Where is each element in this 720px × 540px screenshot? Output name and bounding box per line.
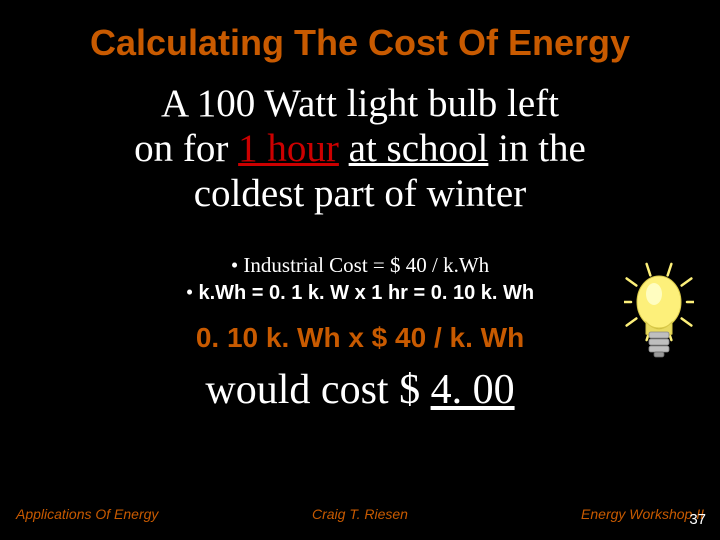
footer-left: Applications Of Energy <box>16 506 245 522</box>
result-underline: 4. 00 <box>431 367 515 413</box>
footer: Applications Of Energy Craig T. Riesen E… <box>16 506 704 522</box>
scenario-red-underline: 1 hour <box>238 127 339 170</box>
footer-center: Craig T. Riesen <box>245 506 474 522</box>
bullet-list: • Industrial Cost = $ 40 / k.Wh • k.Wh =… <box>0 252 720 307</box>
calculation-line: 0. 10 k. Wh x $ 40 / k. Wh <box>0 322 720 354</box>
scenario-line3: coldest part of winter <box>194 172 526 215</box>
result-line: would cost $ 4. 00 <box>0 366 720 414</box>
scenario-line2-post: in the <box>488 127 585 170</box>
scenario-line2-pre: on for <box>134 127 238 170</box>
result-pre: would cost $ <box>205 367 430 413</box>
page-number: 37 <box>689 511 706 528</box>
lightbulb-icon <box>624 260 694 370</box>
scenario-line2-mid <box>339 127 349 170</box>
bullet-2-bold: k.Wh = 0. 1 k. W x 1 hr = 0. 10 k. Wh <box>198 282 534 304</box>
scenario-line1: A 100 Watt light bulb left <box>161 82 559 125</box>
bullet-1: • Industrial Cost = $ 40 / k.Wh <box>231 253 489 277</box>
slide-title: Calculating The Cost Of Energy <box>0 22 720 64</box>
bullet-2-pre: • <box>186 280 199 304</box>
footer-right: Energy Workshop II <box>475 506 704 522</box>
scenario-underline: at school <box>349 127 489 170</box>
slide: Calculating The Cost Of Energy A 100 Wat… <box>0 0 720 540</box>
scenario-text: A 100 Watt light bulb left on for 1 hour… <box>0 82 720 217</box>
